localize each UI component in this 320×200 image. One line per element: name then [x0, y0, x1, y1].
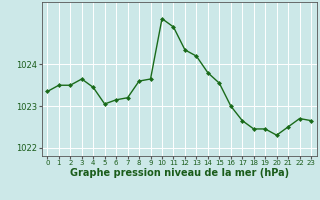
X-axis label: Graphe pression niveau de la mer (hPa): Graphe pression niveau de la mer (hPa) — [70, 168, 289, 178]
